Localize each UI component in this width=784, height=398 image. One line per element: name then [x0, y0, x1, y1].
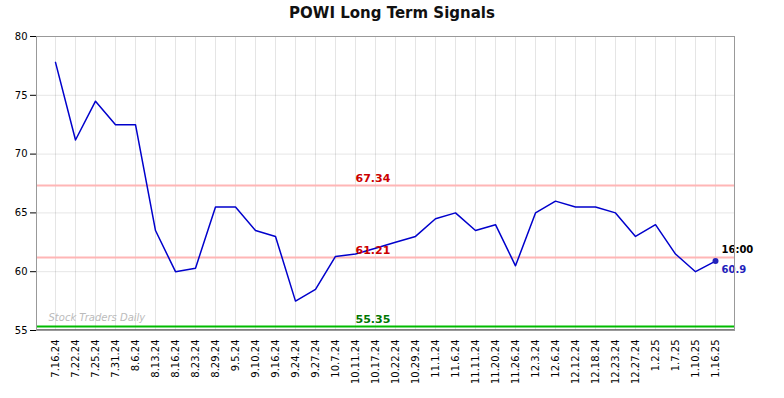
svg-text:Stock Traders Daily: Stock Traders Daily: [49, 312, 147, 323]
svg-text:8.23.24: 8.23.24: [190, 340, 201, 378]
svg-text:11.6.24: 11.6.24: [450, 340, 461, 378]
svg-text:61.21: 61.21: [356, 244, 391, 257]
svg-text:12.3.24: 12.3.24: [530, 340, 541, 378]
svg-text:80: 80: [15, 31, 28, 42]
svg-text:10.7.24: 10.7.24: [330, 340, 341, 378]
svg-text:7.22.24: 7.22.24: [70, 340, 81, 378]
svg-text:60.9: 60.9: [722, 264, 747, 275]
svg-text:11.20.24: 11.20.24: [490, 340, 501, 385]
svg-text:16:00: 16:00: [722, 244, 754, 255]
svg-text:11.26.24: 11.26.24: [510, 340, 521, 385]
svg-text:9.10.24: 9.10.24: [250, 340, 261, 378]
svg-text:9.24.24: 9.24.24: [290, 340, 301, 378]
svg-text:12.23.24: 12.23.24: [610, 340, 621, 385]
svg-text:10.17.24: 10.17.24: [370, 340, 381, 385]
svg-text:10.29.24: 10.29.24: [410, 340, 421, 385]
svg-text:55.35: 55.35: [356, 313, 391, 326]
svg-text:7.16.24: 7.16.24: [50, 340, 61, 378]
svg-text:8.13.24: 8.13.24: [150, 340, 161, 378]
svg-text:12.18.24: 12.18.24: [590, 340, 601, 385]
svg-text:12.12.24: 12.12.24: [570, 340, 581, 385]
svg-text:55: 55: [15, 325, 28, 336]
svg-text:70: 70: [15, 148, 28, 159]
svg-text:8.29.24: 8.29.24: [210, 340, 221, 378]
svg-text:9.5.24: 9.5.24: [230, 340, 241, 372]
svg-text:12.27.24: 12.27.24: [630, 340, 641, 385]
svg-text:9.16.24: 9.16.24: [270, 340, 281, 378]
svg-text:60: 60: [15, 266, 28, 277]
html-text:POWI Long Term Signals: POWI Long Term Signals: [289, 4, 495, 22]
svg-text:12.6.24: 12.6.24: [550, 340, 561, 378]
svg-text:7.25.24: 7.25.24: [90, 340, 101, 378]
svg-text:11.1.24: 11.1.24: [430, 340, 441, 378]
svg-text:75: 75: [15, 90, 28, 101]
svg-text:10.22.24: 10.22.24: [390, 340, 401, 385]
svg-text:8.16.24: 8.16.24: [170, 340, 181, 378]
svg-text:1.2.25: 1.2.25: [650, 340, 661, 372]
svg-text:8.6.24: 8.6.24: [130, 340, 141, 372]
svg-text:11.11.24: 11.11.24: [470, 340, 481, 385]
svg-text:65: 65: [15, 207, 28, 218]
svg-text:7.31.24: 7.31.24: [110, 340, 121, 378]
svg-text:10.11.24: 10.11.24: [350, 340, 361, 385]
svg-text:1.7.25: 1.7.25: [670, 340, 681, 372]
svg-text:1.16.25: 1.16.25: [710, 340, 721, 378]
svg-text:67.34: 67.34: [356, 172, 391, 185]
svg-text:9.27.24: 9.27.24: [310, 340, 321, 378]
svg-text:1.10.25: 1.10.25: [690, 340, 701, 378]
